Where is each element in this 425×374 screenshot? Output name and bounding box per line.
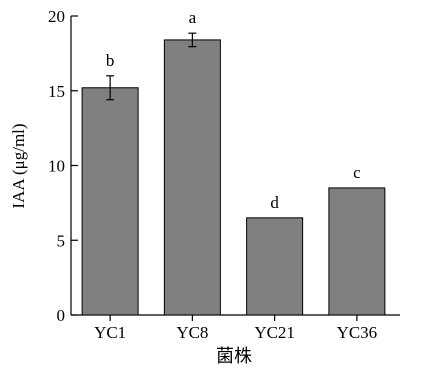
significance-label: b — [106, 51, 115, 70]
significance-label: a — [189, 8, 197, 27]
x-tick-label: YC21 — [254, 323, 295, 342]
x-tick-label: YC36 — [337, 323, 378, 342]
bar-yc8 — [163, 39, 221, 316]
significance-label: c — [353, 163, 361, 182]
x-axis-label: 菌株 — [216, 346, 252, 367]
y-axis-label: IAA (μg/ml) — [9, 123, 28, 208]
bar-yc1 — [81, 87, 139, 316]
x-tick-label: YC8 — [176, 323, 208, 342]
y-tick-label: 15 — [48, 82, 65, 101]
y-tick-label: 0 — [57, 306, 66, 325]
significance-label: d — [270, 193, 279, 212]
x-tick-label: YC1 — [94, 323, 126, 342]
plot-area: 0 5 10 15 20 YC1 b YC8 a YC21 d YC36 c — [48, 7, 400, 342]
y-tick-label: 10 — [48, 157, 65, 176]
y-tick-label: 20 — [48, 7, 65, 26]
bar-yc21 — [246, 217, 304, 316]
bar-yc36 — [328, 187, 386, 316]
y-tick-label: 5 — [57, 231, 66, 250]
